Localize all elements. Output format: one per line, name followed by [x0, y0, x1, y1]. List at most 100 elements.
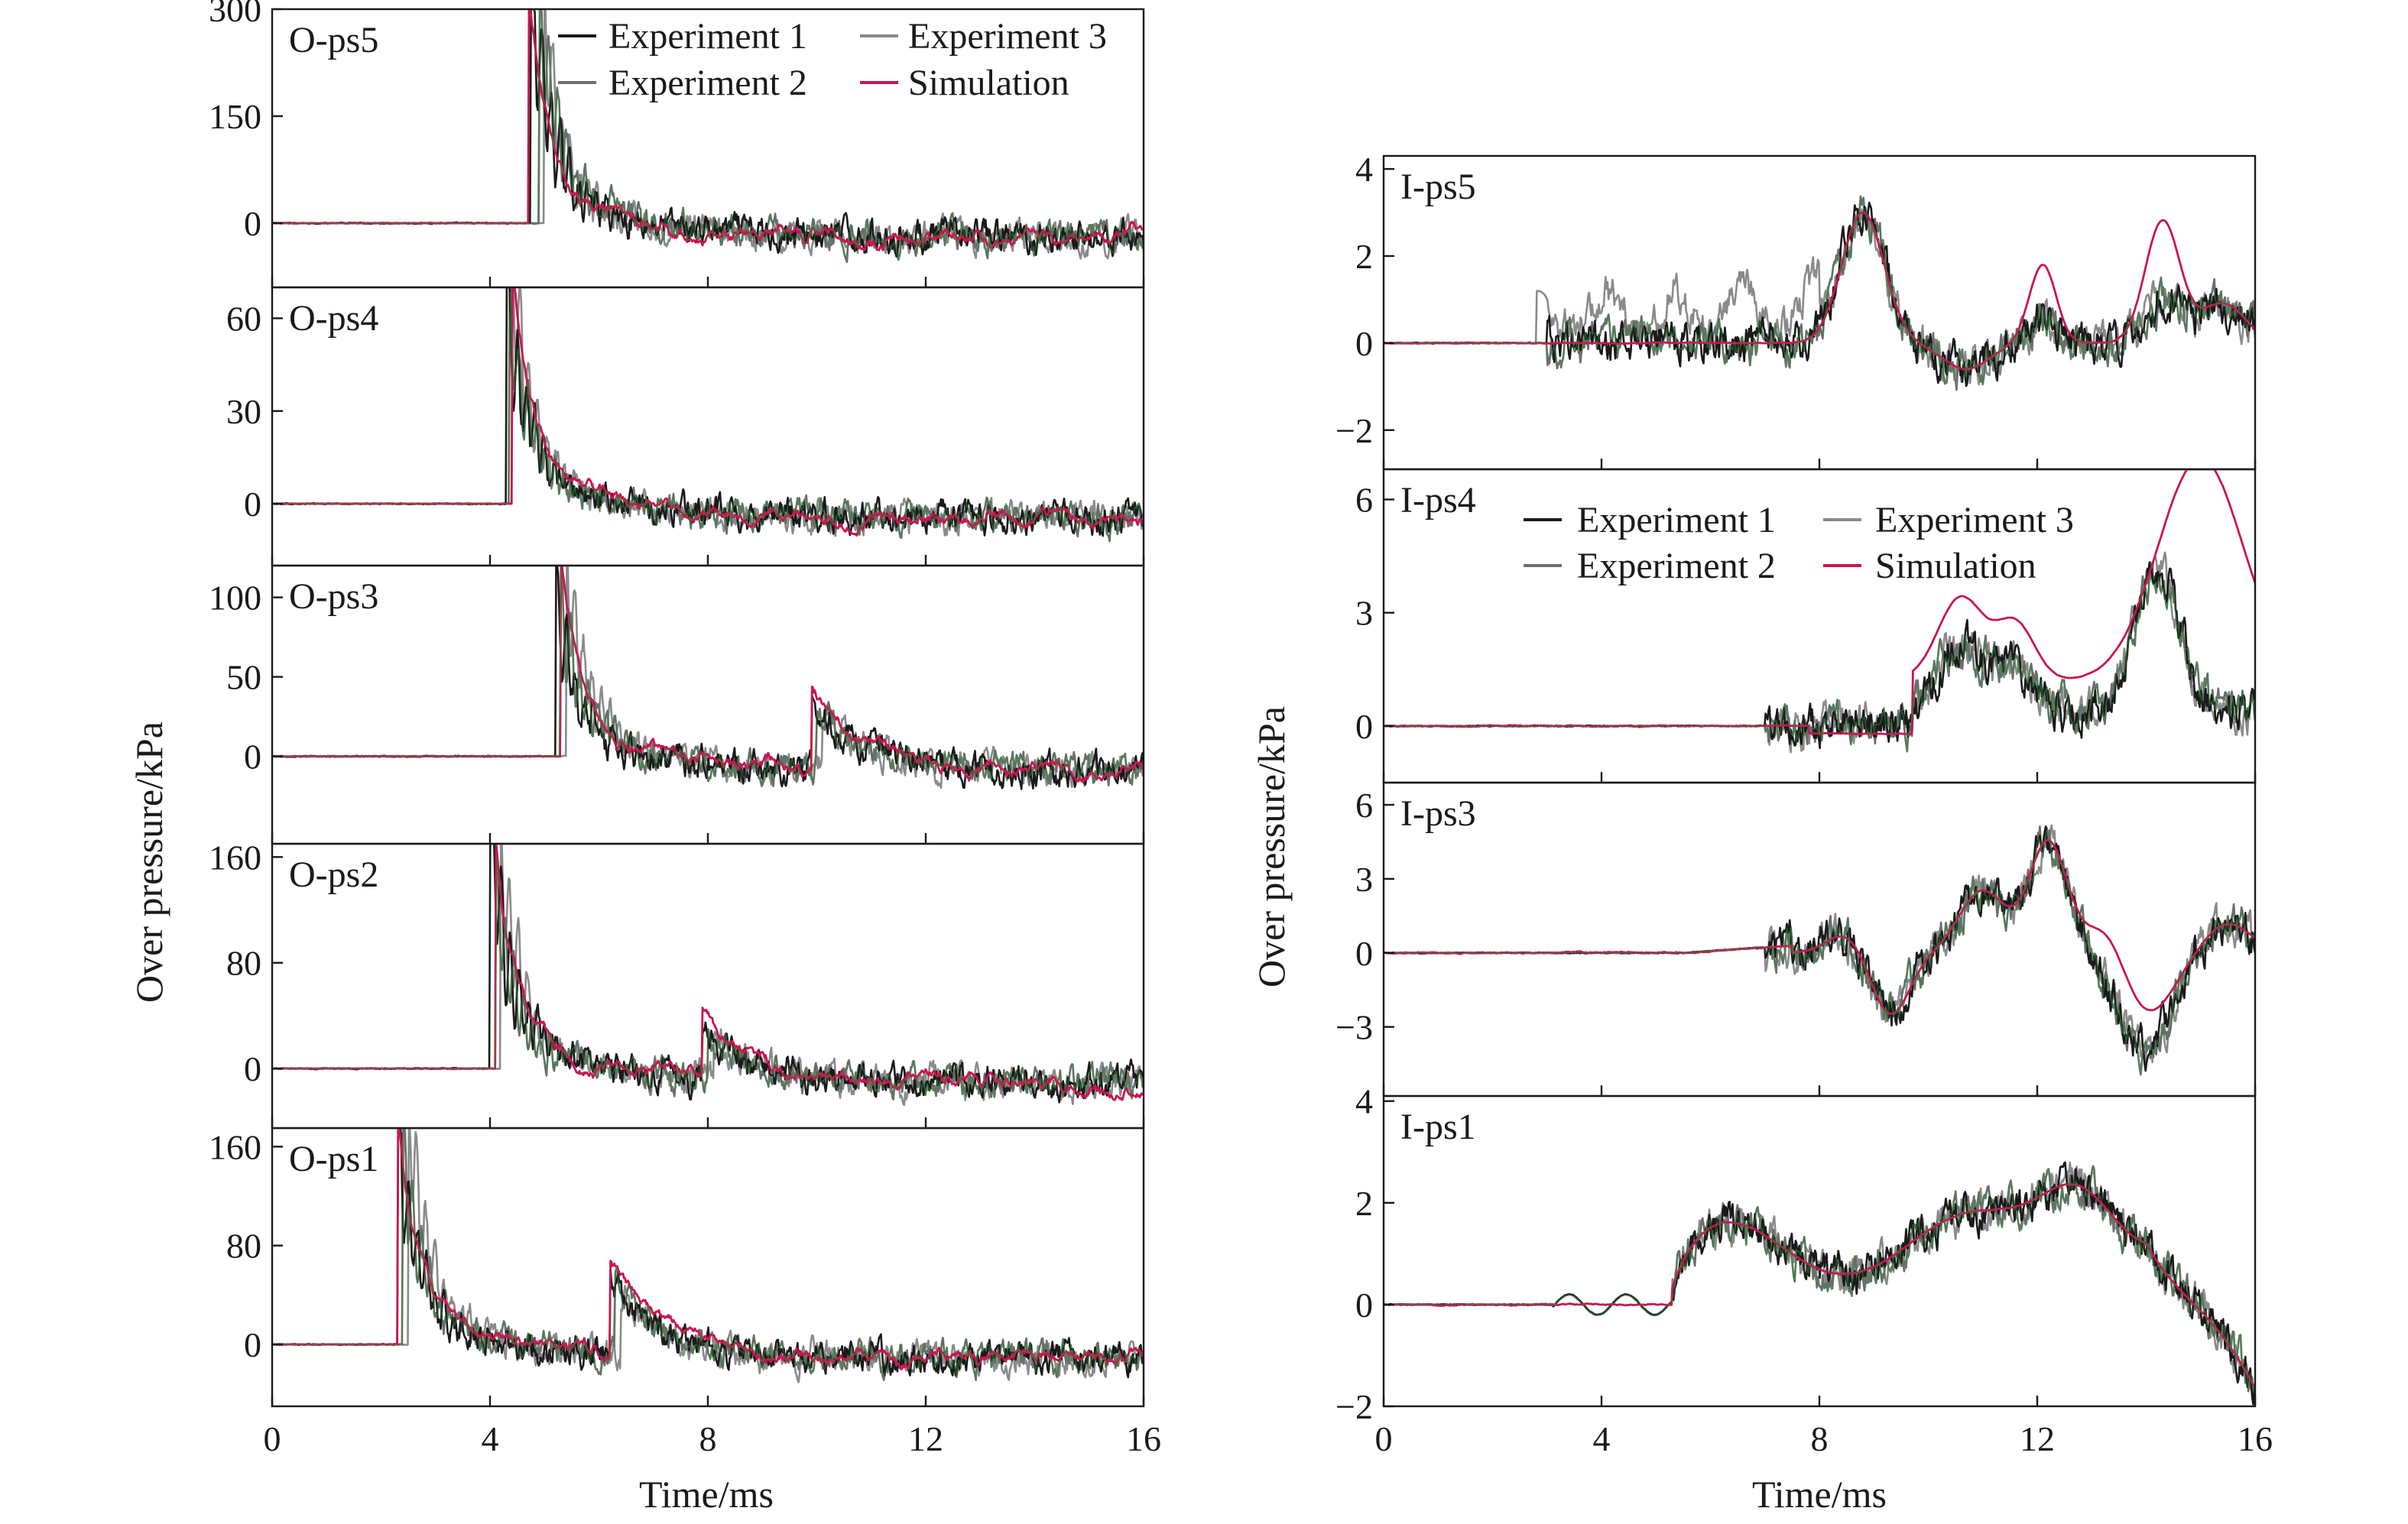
panel-i-ps3: −3 0 3 6 I-ps3 — [1335, 781, 2257, 1098]
series-simulation — [1384, 1183, 2255, 1389]
series-group — [272, 9, 1144, 264]
y-tick-label: 80 — [226, 1227, 261, 1266]
y-tick-label: 2 — [1355, 237, 1373, 276]
panel-o-ps1: 0 80 160 0 4 8 12 16 O-ps1 — [209, 1127, 1161, 1458]
x-tick-label: 4 — [482, 1419, 499, 1458]
panel-label: I-ps1 — [1400, 1107, 1476, 1147]
right-x-axis-title: Time/ms — [1752, 1473, 1887, 1516]
legend-label-simulation: Simulation — [908, 63, 1069, 103]
y-tick-label: −3 — [1335, 1008, 1373, 1047]
x-tick-label: 8 — [1811, 1419, 1829, 1458]
x-tick-label: 16 — [1126, 1419, 1161, 1458]
y-tick-label: 4 — [1355, 1082, 1373, 1121]
series-simulation — [1384, 469, 2255, 735]
y-tick-label: −2 — [1335, 411, 1373, 450]
legend-label-experiment-3: Experiment 3 — [908, 16, 1107, 57]
panel-label: I-ps5 — [1400, 167, 1476, 207]
panel-o-ps4: 0 30 60 O-ps4 — [226, 286, 1145, 567]
y-tick-label: −2 — [1335, 1387, 1373, 1426]
series-overlay-green — [272, 12, 1144, 260]
panel-label: O-ps3 — [289, 576, 378, 617]
panel-frame — [1382, 1094, 2257, 1408]
y-tick-label: 0 — [244, 1049, 261, 1088]
series-group — [1384, 469, 2255, 754]
y-tick-label: 6 — [1355, 786, 1373, 825]
legend-label-experiment-1: Experiment 1 — [1577, 500, 1776, 540]
y-tick-label: 0 — [244, 1325, 261, 1364]
series-group — [1384, 824, 2255, 1076]
series-group — [272, 287, 1144, 543]
series-overlay-green — [272, 1132, 1143, 1380]
x-tick-label: 8 — [699, 1419, 717, 1458]
series-group — [272, 566, 1144, 790]
y-tick-label: 60 — [226, 299, 261, 338]
y-tick-label: 0 — [244, 738, 261, 777]
x-tick-label: 0 — [1375, 1419, 1393, 1458]
series-overlay-green — [272, 856, 1144, 1099]
panel-label: O-ps1 — [289, 1139, 378, 1179]
legend-o-ps5: Experiment 1 Experiment 3 Experiment 2 S… — [558, 16, 1107, 103]
left-y-axis-title: Over pressure/kPa — [128, 721, 170, 1003]
series-overlay-green — [272, 291, 1143, 541]
y-tick-label: 100 — [209, 579, 261, 618]
y-tick-label: 0 — [244, 485, 261, 524]
panel-label: I-ps3 — [1400, 793, 1476, 834]
series-group — [1384, 1161, 2255, 1406]
right-y-axis-title: Over pressure/kPa — [1250, 706, 1293, 987]
panel-o-ps3: 0 50 100 O-ps3 — [209, 564, 1145, 845]
y-tick-label: 2 — [1355, 1184, 1373, 1223]
series-overlay-green — [272, 569, 1144, 786]
y-tick-label: 150 — [209, 97, 261, 136]
y-tick-label: 160 — [209, 838, 261, 877]
y-tick-label: 300 — [209, 0, 261, 29]
series-experiment-2 — [272, 844, 1144, 1101]
y-tick-label: 6 — [1355, 481, 1373, 520]
panel-frame — [271, 564, 1145, 845]
series-overlay-green — [1384, 1169, 2255, 1393]
y-tick-label: 50 — [226, 658, 261, 697]
panel-o-ps5: 0 150 300 O-ps5 — [209, 0, 1145, 289]
series-simulation — [272, 566, 1144, 783]
panel-o-ps2: 0 80 160 O-ps2 — [209, 838, 1145, 1130]
series-overlay-green — [1384, 830, 2255, 1069]
legend-label-simulation: Simulation — [1875, 546, 2036, 586]
legend-label-experiment-1: Experiment 1 — [608, 16, 807, 57]
x-tick-label: 12 — [2020, 1419, 2055, 1458]
legend-i-ps4: Experiment 1 Experiment 3 Experiment 2 S… — [1524, 500, 2074, 586]
left-x-axis-title: Time/ms — [639, 1473, 774, 1516]
y-tick-label: 0 — [244, 204, 261, 243]
y-tick-label: 80 — [226, 944, 261, 983]
x-tick-label: 4 — [1593, 1419, 1611, 1458]
panel-label: O-ps4 — [289, 298, 378, 339]
series-group — [272, 844, 1144, 1107]
series-group — [1384, 195, 2255, 391]
legend-label-experiment-3: Experiment 3 — [1875, 500, 2074, 540]
panel-i-ps5: −2 0 2 4 I-ps5 — [1335, 150, 2257, 471]
series-experiment-3 — [1384, 207, 2255, 386]
series-overlay-green — [1384, 196, 2255, 385]
panel-label: I-ps4 — [1400, 480, 1476, 520]
legend-label-experiment-2: Experiment 2 — [608, 63, 807, 103]
y-tick-label: 0 — [1355, 707, 1373, 746]
series-experiment-1 — [272, 287, 1144, 537]
y-tick-label: 30 — [226, 392, 261, 431]
y-tick-label: 0 — [1355, 1286, 1373, 1325]
y-tick-label: 0 — [1355, 934, 1373, 973]
y-tick-label: 4 — [1355, 150, 1373, 189]
y-tick-label: 0 — [1355, 324, 1373, 363]
legend-label-experiment-2: Experiment 2 — [1577, 546, 1776, 586]
panel-label: O-ps2 — [289, 854, 378, 895]
series-group — [272, 1128, 1144, 1383]
x-tick-label: 12 — [908, 1419, 943, 1458]
x-tick-label: 16 — [2238, 1419, 2273, 1458]
y-tick-label: 160 — [209, 1127, 261, 1166]
y-tick-label: 3 — [1355, 860, 1373, 899]
panel-label: O-ps5 — [289, 20, 378, 60]
panel-i-ps4: 0 3 6 I-ps4 — [1355, 468, 2257, 784]
series-experiment-1 — [272, 1128, 1144, 1379]
x-tick-label: 0 — [264, 1419, 281, 1458]
y-tick-label: 3 — [1355, 594, 1373, 633]
